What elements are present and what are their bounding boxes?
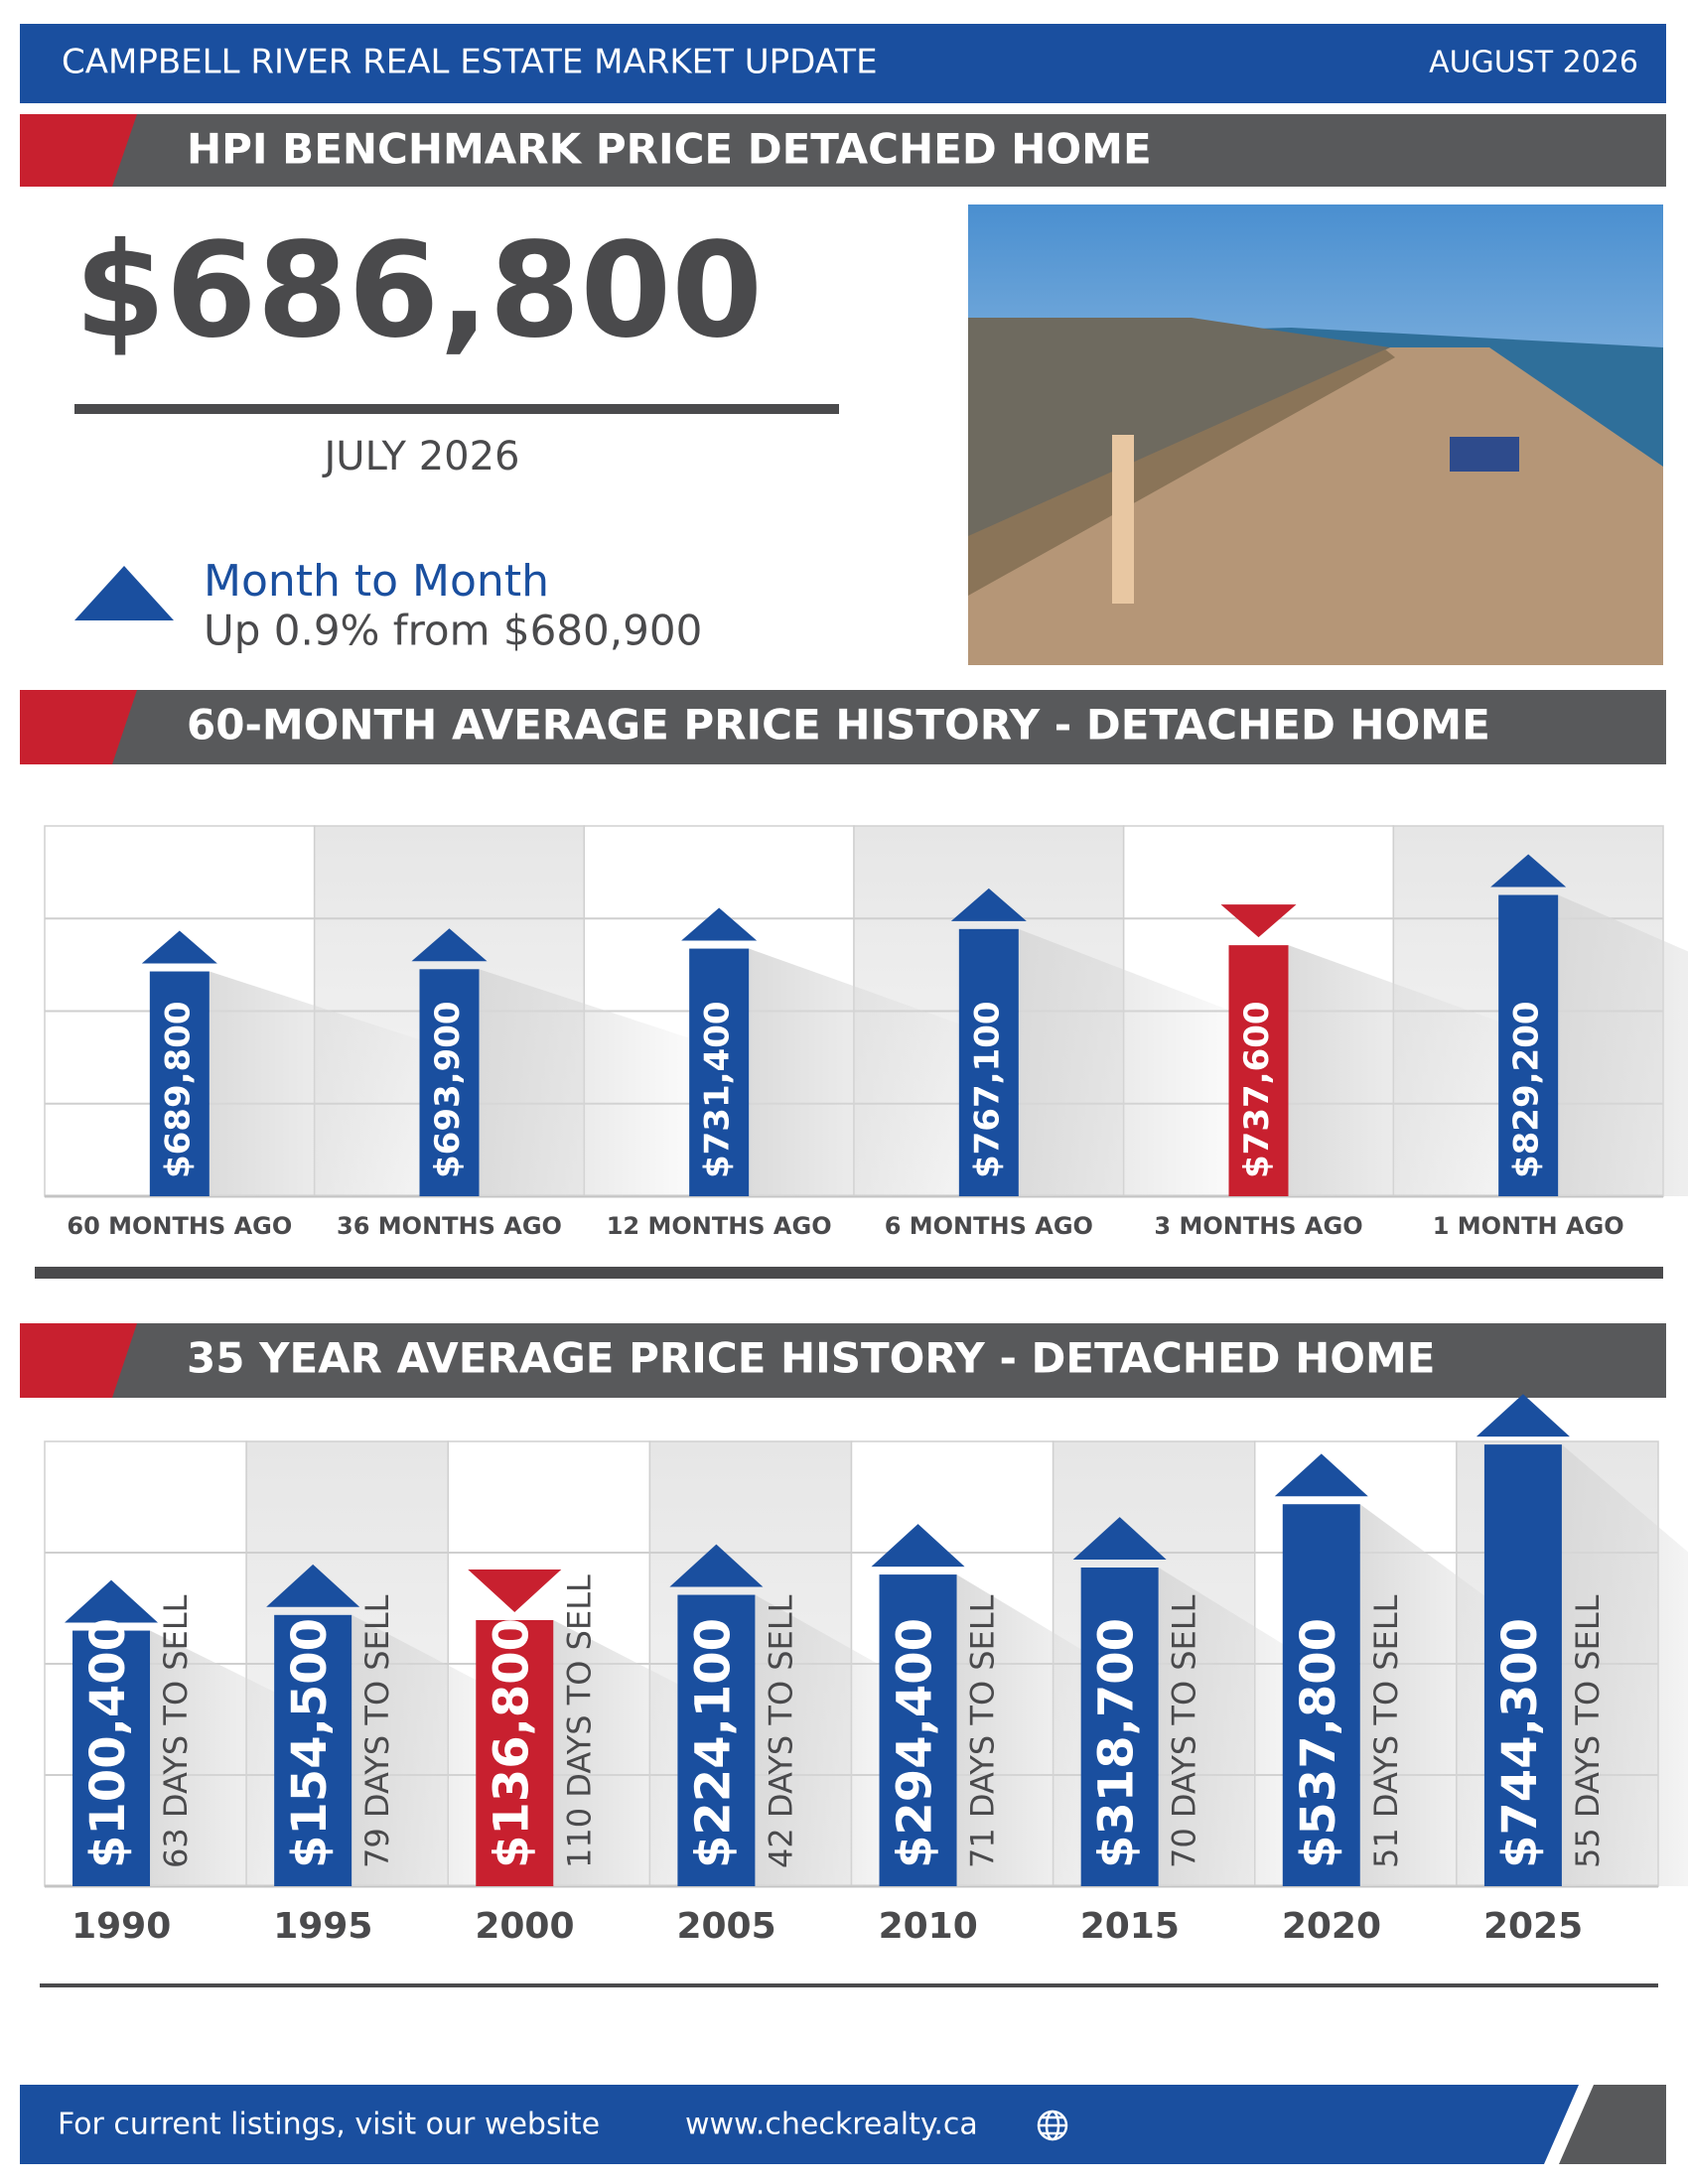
- top-bar: [20, 24, 1666, 103]
- up-arrow: [1274, 1453, 1368, 1497]
- up-arrow: [950, 887, 1027, 921]
- x-tick-label: 36 MONTHS AGO: [337, 1212, 562, 1240]
- page-title: CAMPBELL RIVER REAL ESTATE MARKET UPDATE: [62, 43, 878, 82]
- x-tick-label: 2025: [1483, 1906, 1583, 1947]
- days-label: 63 DAYS TO SELL: [157, 1594, 195, 1868]
- chart-title: 60-MONTH AVERAGE PRICE HISTORY - DETACHE…: [187, 701, 1490, 750]
- up-arrow: [266, 1564, 360, 1607]
- section-accent: [20, 114, 144, 187]
- value-label: $100,400: [80, 1618, 136, 1868]
- x-tick-label: 2005: [676, 1906, 775, 1947]
- globe-icon: [1037, 2110, 1068, 2141]
- bar-shadow: [479, 969, 722, 1196]
- x-tick-label: 2010: [879, 1906, 978, 1947]
- section-bar: [112, 690, 1666, 764]
- x-tick-label: 3 MONTHS AGO: [1154, 1212, 1362, 1240]
- bar: [1228, 945, 1289, 1196]
- up-arrow: [411, 928, 488, 962]
- value-label: $154,500: [282, 1618, 338, 1868]
- value-label: $693,900: [428, 1001, 468, 1178]
- days-label: 42 DAYS TO SELL: [762, 1594, 799, 1868]
- value-label: $767,100: [967, 1001, 1007, 1178]
- up-arrow: [74, 566, 174, 620]
- section-accent: [20, 1323, 144, 1398]
- value-label: $829,200: [1507, 1001, 1547, 1178]
- up-arrow: [141, 930, 217, 964]
- bar: [476, 1619, 554, 1886]
- value-label: $737,600: [1237, 1001, 1277, 1178]
- footer-accent: [1559, 2085, 1666, 2164]
- bar: [149, 971, 210, 1196]
- photo: [968, 205, 1663, 665]
- bar-shadow: [1018, 928, 1262, 1196]
- days-label: 79 DAYS TO SELL: [358, 1594, 396, 1868]
- up-arrow: [669, 1544, 764, 1587]
- bar: [958, 928, 1019, 1196]
- x-tick-label: 2020: [1282, 1906, 1381, 1947]
- value-label: $224,100: [685, 1618, 741, 1868]
- divider: [35, 1267, 1663, 1279]
- up-arrow: [681, 907, 758, 941]
- value-label: $136,800: [484, 1618, 539, 1868]
- bar: [419, 969, 480, 1196]
- bar-shadow: [749, 948, 992, 1196]
- days-label: 51 DAYS TO SELL: [1367, 1594, 1405, 1868]
- footer-text: For current listings, visit our website: [58, 2108, 600, 2142]
- x-tick-label: 1 MONTH AGO: [1433, 1212, 1624, 1240]
- days-label: 55 DAYS TO SELL: [1569, 1594, 1607, 1868]
- x-tick-label: 6 MONTHS AGO: [885, 1212, 1093, 1240]
- down-arrow: [468, 1570, 562, 1612]
- bar-shadow: [1558, 894, 1688, 1196]
- bar-shadow: [1561, 1444, 1688, 1886]
- bar: [689, 948, 750, 1196]
- hpi-price: $686,800: [74, 214, 763, 367]
- value-label: $294,400: [888, 1618, 943, 1868]
- footer-bar: [20, 2085, 1579, 2164]
- up-arrow: [1490, 854, 1567, 887]
- days-label: 71 DAYS TO SELL: [964, 1594, 1002, 1868]
- value-label: $689,800: [158, 1001, 198, 1178]
- down-arrow: [1220, 904, 1297, 938]
- divider: [40, 1983, 1658, 1987]
- section-bar: [112, 1323, 1666, 1398]
- x-tick-label: 2015: [1080, 1906, 1180, 1947]
- bar-shadow: [1288, 945, 1531, 1196]
- footer-url[interactable]: www.checkrealty.ca: [685, 2108, 978, 2142]
- bar: [1498, 894, 1559, 1196]
- up-arrow: [65, 1579, 159, 1623]
- change-title: Month to Month: [204, 556, 549, 607]
- change-text: Up 0.9% from $680,900: [204, 607, 702, 655]
- bar: [1483, 1444, 1562, 1886]
- chart-title: 35 YEAR AVERAGE PRICE HISTORY - DETACHED…: [187, 1334, 1435, 1383]
- days-label: 110 DAYS TO SELL: [560, 1574, 598, 1868]
- bar: [274, 1614, 352, 1886]
- days-label: 70 DAYS TO SELL: [1166, 1594, 1203, 1868]
- up-arrow: [871, 1524, 965, 1568]
- x-tick-label: 12 MONTHS AGO: [607, 1212, 832, 1240]
- bar: [879, 1574, 957, 1886]
- hpi-period: JULY 2026: [322, 434, 520, 479]
- value-label: $318,700: [1089, 1618, 1145, 1868]
- value-label: $537,800: [1291, 1618, 1346, 1868]
- issue-date: AUGUST 2026: [1429, 46, 1638, 80]
- bar: [1282, 1504, 1360, 1886]
- bar-shadow: [209, 971, 453, 1196]
- section-accent: [20, 690, 144, 764]
- x-tick-label: 1995: [273, 1906, 372, 1947]
- value-label: $731,400: [698, 1001, 738, 1178]
- bar: [677, 1594, 756, 1886]
- bar: [1080, 1568, 1159, 1886]
- x-tick-label: 1990: [71, 1906, 171, 1947]
- up-arrow: [1476, 1394, 1570, 1437]
- up-arrow: [1072, 1517, 1167, 1561]
- bar: [72, 1630, 151, 1886]
- section-bar: [112, 114, 1666, 187]
- value-label: $744,300: [1492, 1618, 1548, 1868]
- section-title: HPI BENCHMARK PRICE DETACHED HOME: [187, 125, 1152, 174]
- divider: [74, 404, 839, 414]
- x-tick-label: 2000: [475, 1906, 574, 1947]
- x-tick-label: 60 MONTHS AGO: [67, 1212, 292, 1240]
